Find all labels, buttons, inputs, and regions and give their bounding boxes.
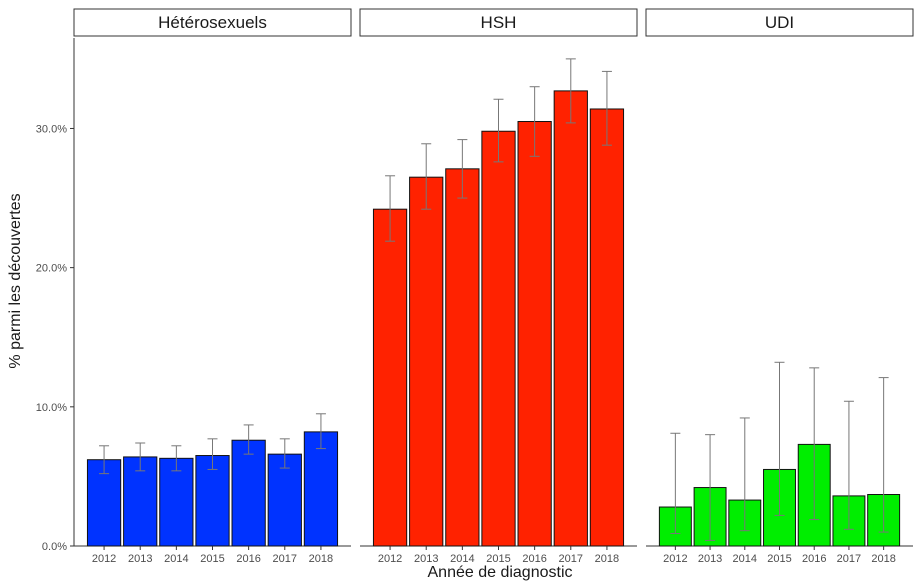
x-tick-label: 2014 — [733, 553, 757, 565]
x-tick-label: 2015 — [486, 553, 510, 565]
x-tick-label: 2017 — [837, 553, 861, 565]
x-tick-label: 2016 — [236, 553, 260, 565]
facet-strip — [359, 8, 638, 37]
x-tick-label: 2016 — [522, 553, 546, 565]
facet-strip — [645, 8, 914, 37]
x-tick-label: 2017 — [273, 553, 297, 565]
bar — [445, 168, 480, 547]
x-tick-label: 2015 — [200, 553, 224, 565]
x-tick-label: 2014 — [450, 553, 474, 565]
y-tick-label: 0.0% — [42, 541, 67, 553]
bar — [231, 439, 266, 547]
bar — [589, 108, 625, 547]
facet-panel: HSH 2012 2013 2014 2015 2016 2017 2018 — [359, 8, 638, 565]
facet-panel: Hétérosexuels 2012 2013 2014 2015 2016 2017 201… — [73, 8, 352, 565]
y-axis-title: % parmi les découvertes — [7, 193, 24, 368]
y-tick-label: 10.0% — [36, 402, 67, 414]
x-tick-label: 2013 — [128, 553, 152, 565]
x-tick-label: 2012 — [663, 553, 687, 565]
x-tick-label: 2018 — [309, 553, 333, 565]
x-tick-label: 2015 — [767, 553, 791, 565]
bar — [517, 121, 552, 547]
x-tick-label: 2017 — [559, 553, 583, 565]
x-tick-label: 2018 — [595, 553, 619, 565]
x-tick-label: 2018 — [871, 553, 895, 565]
facet-label: Hétérosexuels — [158, 13, 267, 32]
x-tick-label: 2014 — [164, 553, 188, 565]
bar — [372, 208, 408, 547]
x-tick-label: 2012 — [378, 553, 402, 565]
x-tick-label: 2013 — [414, 553, 438, 565]
facet-label: HSH — [481, 13, 517, 32]
y-tick-label: 30.0% — [36, 123, 67, 135]
bar — [409, 176, 444, 547]
x-tick-label: 2012 — [92, 553, 116, 565]
bar — [159, 457, 194, 547]
facet-strip — [73, 8, 352, 37]
facet-panel: UDI 2012 2013 2014 2015 2016 2017 2018 — [645, 8, 914, 565]
facet-label: UDI — [765, 13, 794, 32]
bar — [481, 130, 516, 547]
facets: Hétérosexuels 2012 2013 2014 2015 2016 2017 201… — [73, 8, 914, 565]
x-axis-title: Année de diagnostic — [428, 564, 573, 581]
y-tick-label: 20.0% — [36, 263, 67, 275]
x-tick-label: 2013 — [698, 553, 722, 565]
x-tick-label: 2016 — [802, 553, 826, 565]
bar — [553, 90, 588, 547]
bar — [267, 453, 302, 547]
y-axis: 0.0% 10.0% 20.0% 30.0% — [36, 38, 75, 553]
